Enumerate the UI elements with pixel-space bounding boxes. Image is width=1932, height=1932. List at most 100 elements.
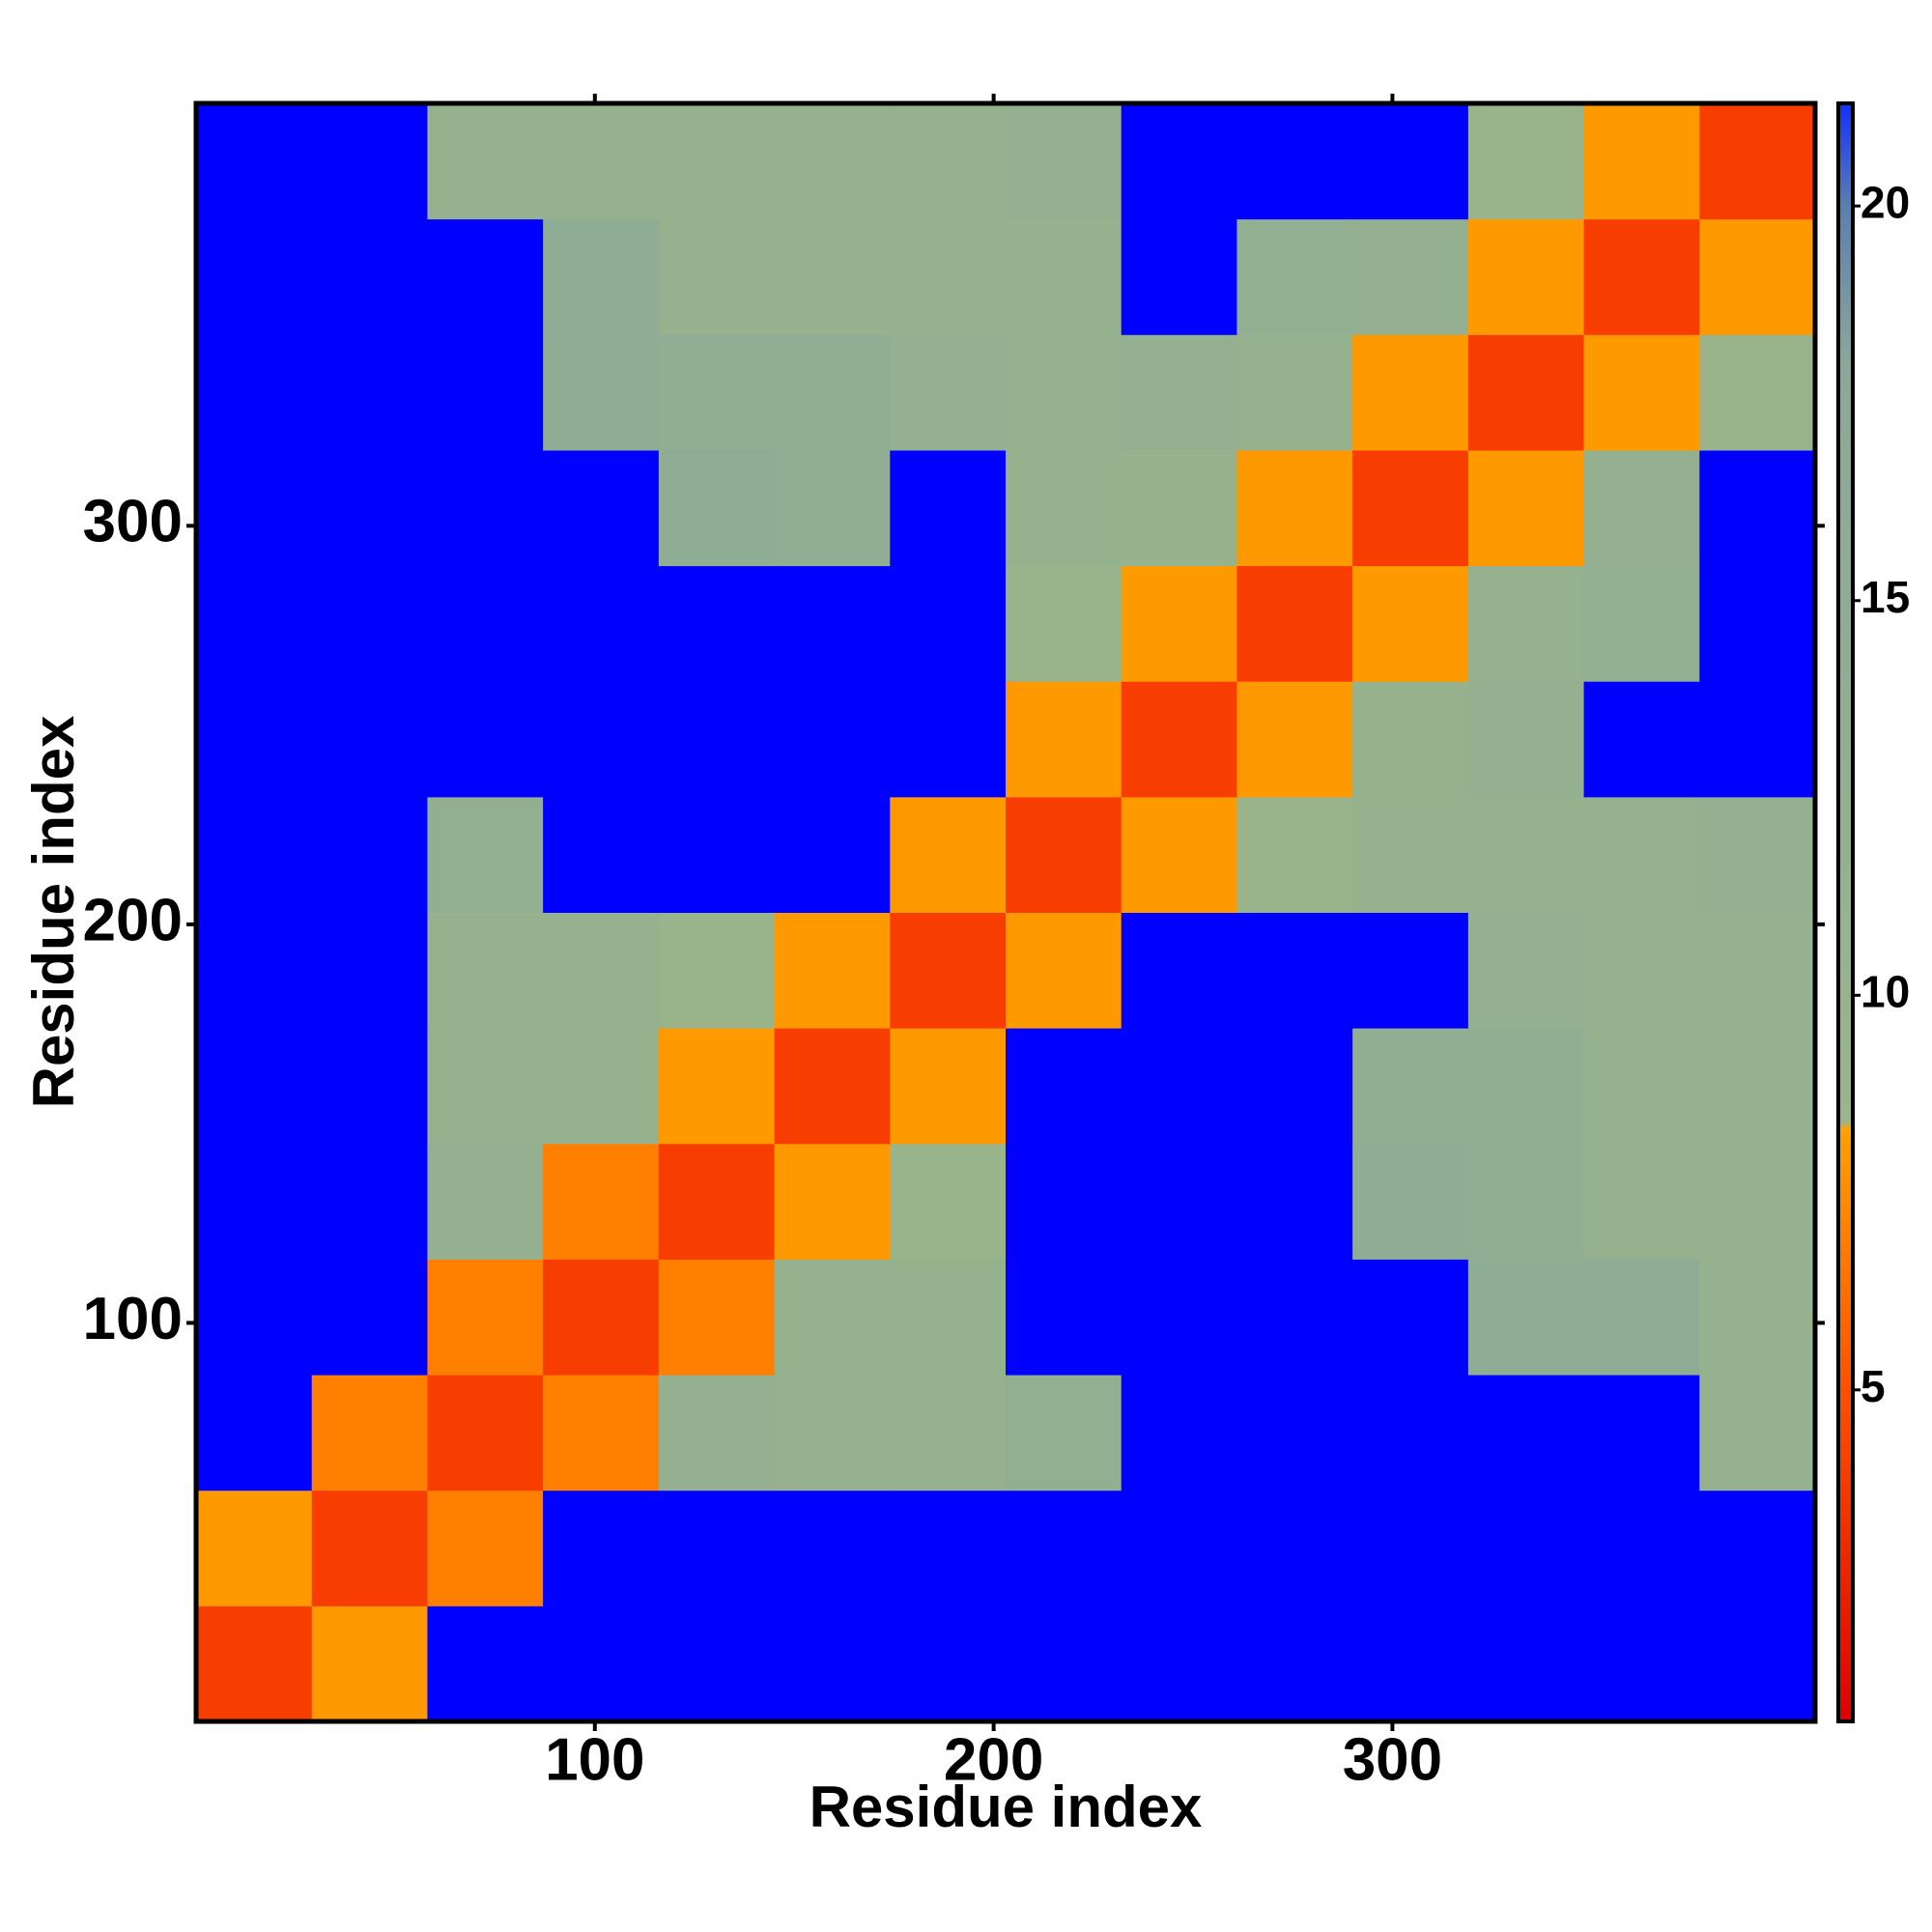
heatmap-cell [1236,449,1353,567]
heatmap-cell [1006,218,1122,335]
heatmap-cell [196,334,313,451]
heatmap-cell [1121,449,1237,567]
heatmap-cell [1236,1375,1353,1492]
heatmap-cell [890,1375,1007,1492]
heatmap-cell [1236,681,1353,798]
heatmap-cell [774,565,891,682]
heatmap-cell [1352,1259,1469,1376]
heatmap-cell [890,103,1007,220]
heatmap-cell [1699,1605,1816,1722]
heatmap-cell [1583,1259,1700,1376]
heatmap-cell [1467,1490,1585,1606]
y-tick-label: 200 [83,887,183,953]
heatmap-cell [196,103,313,220]
heatmap-cell [1006,334,1122,451]
heatmap-cell [1467,796,1585,913]
plot-frame [193,100,1818,1724]
heatmap-cell [311,912,428,1029]
heatmap-cell [1583,1028,1700,1145]
x-tick-label: 100 [545,1726,644,1793]
heatmap-cell [890,681,1007,798]
y-axis-title: Residue index [21,716,86,1109]
heatmap-cell [1583,1143,1700,1260]
heatmap-cell [1352,1490,1469,1606]
heatmap-cell [196,1490,313,1606]
heatmap-cell [1006,449,1122,567]
heatmap-cell [658,218,776,335]
heatmap-cell [427,1605,544,1722]
heatmap-cell [890,449,1007,567]
heatmap-cell [543,1143,660,1260]
heatmap-cell [427,1375,544,1492]
heatmap-cell [890,334,1007,451]
heatmap-cell [1467,1028,1585,1145]
heatmap-cell [196,1375,313,1492]
heatmap-cell [196,796,313,913]
heatmap-cell [1699,681,1816,798]
heatmap-cell [890,218,1007,335]
heatmap-cell [890,1259,1007,1376]
heatmap-cell [774,1605,891,1722]
heatmap-cell [1583,681,1700,798]
heatmap-cell [427,334,544,451]
heatmap-cell [658,1375,776,1492]
heatmap-cell [890,912,1007,1029]
heatmap-cell [658,681,776,798]
heatmap-cell [1006,796,1122,913]
heatmap-cell [774,1490,891,1606]
heatmap-cell [543,449,660,567]
heatmap-cell [1583,912,1700,1029]
heatmap-cell [1236,796,1353,913]
heatmap-cell [1699,449,1816,567]
heatmap-cell [311,681,428,798]
heatmap-cell [311,1028,428,1145]
heatmap-cell [427,681,544,798]
heatmap-cell [658,1490,776,1606]
heatmap-cell [1699,1028,1816,1145]
heatmap-cell [658,565,776,682]
heatmap-cell [890,1143,1007,1260]
heatmap-cell [658,103,776,220]
heatmap-cell [1006,103,1122,220]
heatmap-cell [1583,565,1700,682]
heatmap-cell [427,1028,544,1145]
heatmap-cell [658,912,776,1029]
heatmap-cell [1352,218,1469,335]
heatmap-cell [774,449,891,567]
heatmap-cell [774,103,891,220]
heatmap-cell [1352,1143,1469,1260]
heatmap [196,103,1816,1722]
heatmap-cell [774,1143,891,1260]
heatmap-cell [1699,1259,1816,1376]
heatmap-cell [1352,796,1469,913]
heatmap-cell [1236,1143,1353,1260]
heatmap-cell [1583,103,1700,220]
heatmap-cell [658,1259,776,1376]
heatmap-cell [774,681,891,798]
heatmap-cell [311,796,428,913]
heatmap-cell [1467,912,1585,1029]
heatmap-cell [1236,1028,1353,1145]
heatmap-cell [890,796,1007,913]
heatmap-cell [196,912,313,1029]
heatmap-cell [543,796,660,913]
heatmap-cell [311,1259,428,1376]
heatmap-cell [658,796,776,913]
heatmap-cell [774,1259,891,1376]
heatmap-cell [658,334,776,451]
heatmap-cell [1006,1143,1122,1260]
heatmap-cell [890,1028,1007,1145]
heatmap-cell [427,1259,544,1376]
heatmap-cell [1699,1490,1816,1606]
heatmap-cell [1121,796,1237,913]
heatmap-cell [1236,1259,1353,1376]
colorbar-tick-label: 10 [1861,966,1910,1016]
heatmap-cell [1699,218,1816,335]
heatmap-cell [543,1490,660,1606]
heatmap-cell [1699,796,1816,913]
heatmap-cell [1699,1143,1816,1260]
heatmap-cell [311,334,428,451]
heatmap-cell [543,681,660,798]
heatmap-cell [890,1490,1007,1606]
